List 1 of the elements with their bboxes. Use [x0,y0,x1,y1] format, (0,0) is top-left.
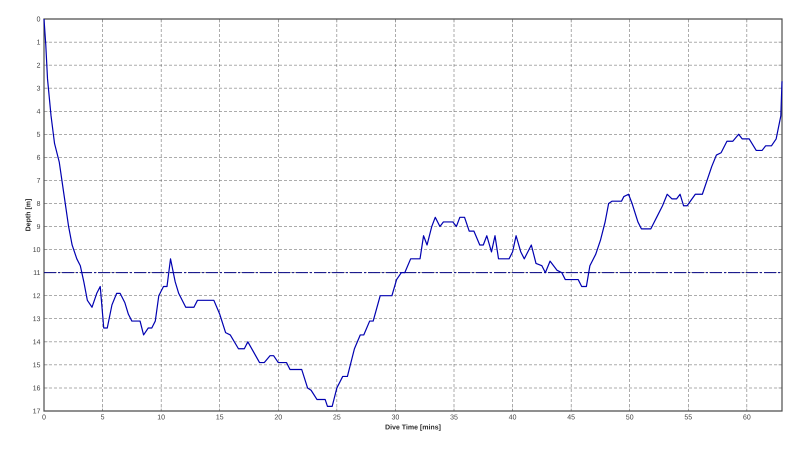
line-series [43,18,783,407]
